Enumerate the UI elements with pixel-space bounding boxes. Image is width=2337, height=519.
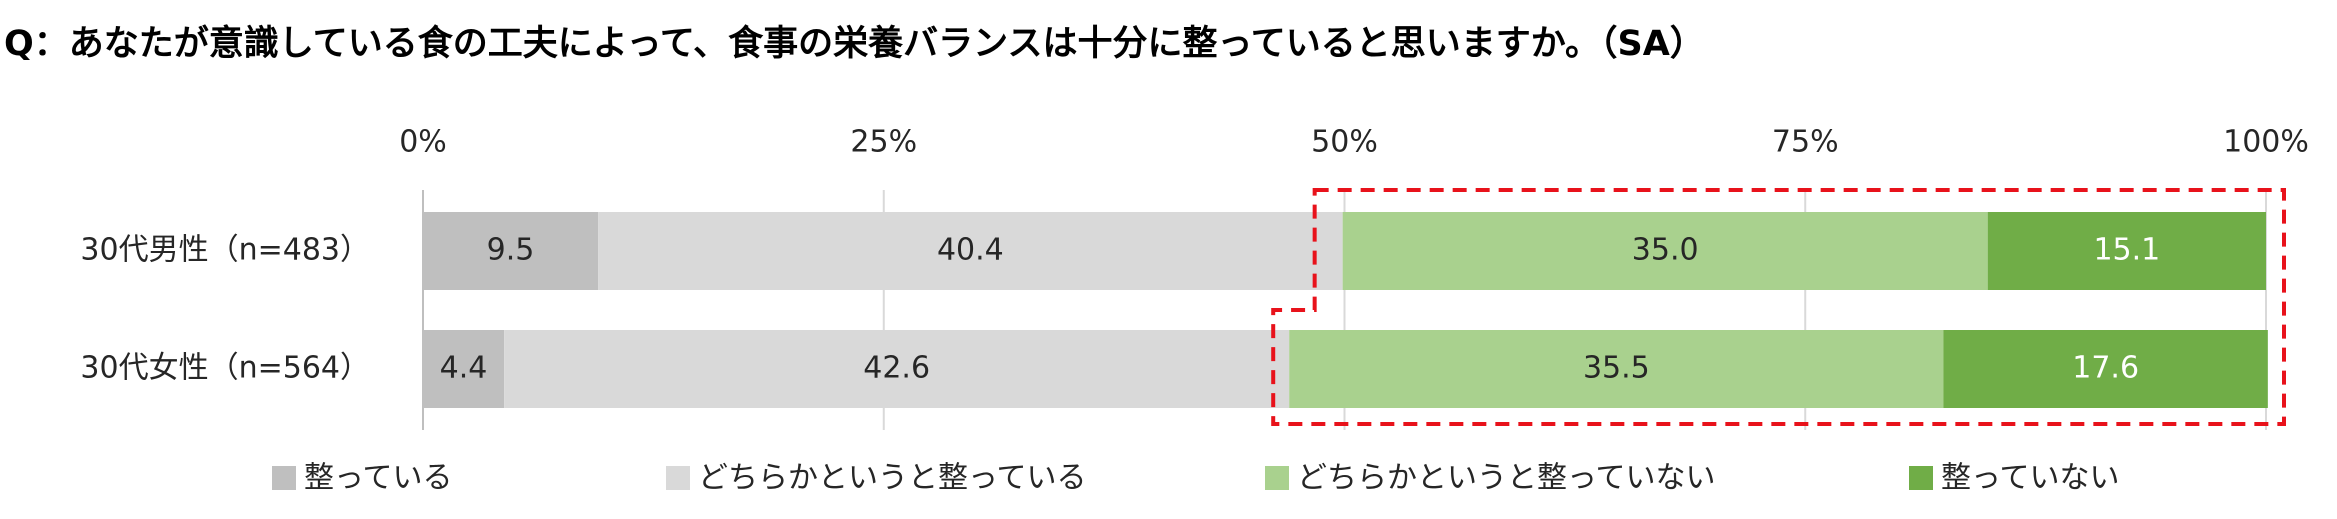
value-label: 35.0: [1632, 233, 1699, 268]
legend-label: どちらかというと整っていない: [1297, 461, 1716, 496]
category-label: 30代男性（n=483）: [80, 233, 370, 268]
value-label: 4.4: [440, 351, 488, 386]
bar-segment: [1943, 330, 2268, 408]
chart-title: Q：あなたが意識している食の工夫によって、食事の栄養バランスは十分に整っていると…: [4, 23, 1705, 64]
legend-label: 整っていない: [1941, 461, 2120, 496]
x-tick-label: 75%: [1772, 125, 1839, 160]
legend-swatch: [1265, 466, 1289, 490]
bar-segment: [1987, 212, 2266, 290]
value-label: 9.5: [487, 233, 535, 268]
legend-swatch: [666, 466, 690, 490]
legend-swatch: [272, 466, 296, 490]
category-label: 30代女性（n=564）: [80, 351, 370, 386]
x-tick-label: 25%: [850, 125, 917, 160]
value-label: 42.6: [863, 351, 930, 386]
legend-swatch: [1909, 466, 1933, 490]
value-label: 35.5: [1583, 351, 1650, 386]
bar-segment: [423, 330, 505, 408]
bar-segment: [423, 212, 599, 290]
highlight-box: [1271, 188, 2286, 426]
legend-label: 整っている: [304, 461, 453, 496]
legend-label: どちらかというと整っている: [698, 461, 1087, 496]
bar-segment: [598, 212, 1343, 290]
bar-segment: [504, 330, 1290, 408]
value-label: 17.6: [2072, 351, 2139, 386]
x-tick-label: 0%: [399, 125, 447, 160]
bar-segment: [1289, 330, 1944, 408]
bar-segment: [1342, 212, 1988, 290]
value-label: 15.1: [2093, 233, 2160, 268]
x-tick-label: 50%: [1311, 125, 1378, 160]
value-label: 40.4: [937, 233, 1004, 268]
x-tick-label: 100%: [2223, 125, 2309, 160]
